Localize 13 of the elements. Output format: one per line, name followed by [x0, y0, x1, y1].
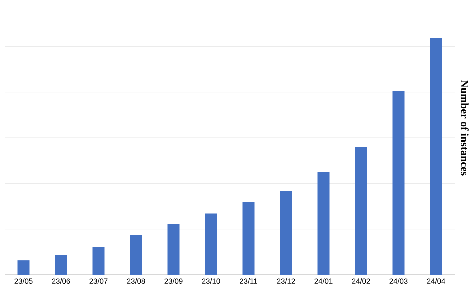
- bar: [55, 255, 68, 275]
- bar: [355, 147, 368, 275]
- bar: [205, 214, 218, 275]
- bar: [280, 191, 292, 275]
- bar: [318, 172, 330, 275]
- bar: [18, 260, 30, 275]
- bar: [430, 38, 442, 275]
- bar: [242, 202, 255, 275]
- y-axis-title: Number of instances: [461, 80, 469, 176]
- bar: [130, 235, 142, 275]
- bar: [168, 224, 180, 275]
- bar: [392, 91, 405, 275]
- bar: [92, 247, 105, 275]
